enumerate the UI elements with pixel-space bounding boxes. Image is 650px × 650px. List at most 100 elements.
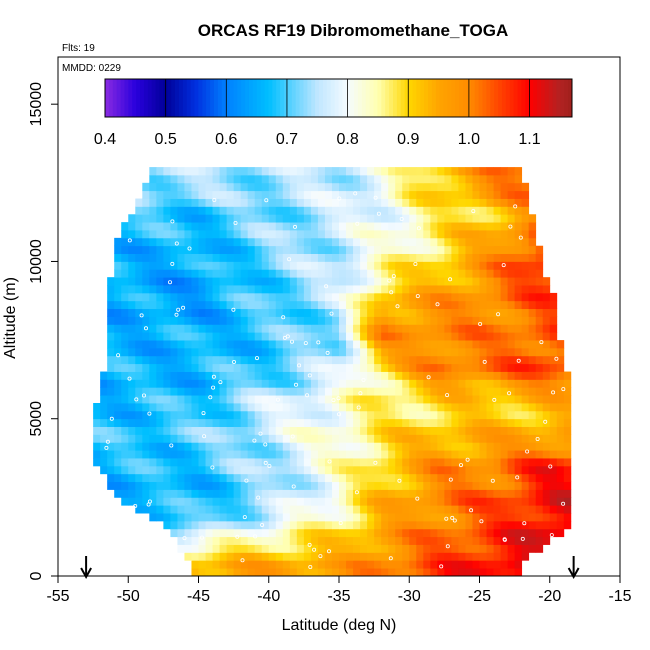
heatmap-cell <box>353 269 361 278</box>
heatmap-cell <box>212 182 220 192</box>
heatmap-cell <box>381 552 389 561</box>
heatmap-cell <box>444 347 452 357</box>
heatmap-cell <box>444 544 452 553</box>
heatmap-cell <box>451 387 459 396</box>
heatmap-cell <box>493 182 501 192</box>
heatmap-cell <box>212 489 220 498</box>
heatmap-cell <box>198 371 206 380</box>
heatmap-cell <box>409 403 417 412</box>
heatmap-cell <box>339 167 347 176</box>
heatmap-cell <box>226 214 235 223</box>
heatmap-cell <box>254 481 263 490</box>
heatmap-cell <box>472 253 480 262</box>
heatmap-cell <box>142 458 150 467</box>
heatmap-cell <box>240 544 249 553</box>
heatmap-cell <box>212 497 220 506</box>
heatmap-cell <box>156 458 164 467</box>
heatmap-cell <box>142 410 150 420</box>
heatmap-cell <box>128 418 136 427</box>
heatmap-cell <box>458 355 466 365</box>
heatmap-cell <box>514 489 523 498</box>
heatmap-cell <box>563 465 572 475</box>
heatmap-cell <box>324 395 333 404</box>
heatmap-cell <box>317 316 326 325</box>
heatmap-cell <box>282 442 291 451</box>
heatmap-cell <box>289 206 298 215</box>
heatmap-cell <box>430 347 438 357</box>
heatmap-cell <box>465 465 473 475</box>
heatmap-cell <box>472 395 480 404</box>
heatmap-cell <box>324 434 333 443</box>
heatmap-cell <box>142 182 150 192</box>
heatmap-cell <box>479 308 487 317</box>
heatmap-cell <box>198 458 206 467</box>
heatmap-cell <box>402 371 410 380</box>
heatmap-cell <box>563 505 572 514</box>
heatmap-cell <box>233 497 242 506</box>
heatmap-cell <box>493 426 501 435</box>
heatmap-cell <box>156 174 164 184</box>
heatmap-cell <box>156 269 164 278</box>
heatmap-cell <box>353 505 361 514</box>
heatmap-cell <box>458 174 466 184</box>
heatmap-cell <box>268 528 277 538</box>
heatmap-cell <box>198 403 206 412</box>
heatmap-cell <box>507 442 516 451</box>
heatmap-cell <box>521 403 530 412</box>
heatmap-cell <box>170 300 178 310</box>
heatmap-cell <box>212 536 220 545</box>
heatmap-cell <box>331 245 340 254</box>
heatmap-cell <box>205 403 213 412</box>
heatmap-cell <box>479 355 487 365</box>
heatmap-cell <box>303 269 312 278</box>
heatmap-cell <box>514 253 523 262</box>
heatmap-cell <box>507 458 516 467</box>
heatmap-cell <box>317 505 326 514</box>
heatmap-cell <box>317 340 326 349</box>
heatmap-cell <box>346 442 354 451</box>
heatmap-cell <box>353 174 361 184</box>
colorbar-segment <box>260 79 266 117</box>
heatmap-cell <box>423 520 431 530</box>
heatmap-cell <box>486 277 494 286</box>
heatmap-cell <box>542 292 551 302</box>
heatmap-cell <box>472 300 480 310</box>
heatmap-cell <box>402 285 410 294</box>
heatmap-cell <box>416 395 424 404</box>
heatmap-cell <box>240 403 249 412</box>
heatmap-cell <box>339 489 347 498</box>
heatmap-cell <box>310 253 319 262</box>
heatmap-cell <box>170 316 178 325</box>
heatmap-cell <box>240 379 249 388</box>
observation-point <box>416 226 421 231</box>
heatmap-cell <box>549 316 558 325</box>
colorbar-segment <box>241 79 246 117</box>
heatmap-cell <box>268 560 277 569</box>
heatmap-cell <box>205 269 213 278</box>
heatmap-cell <box>156 230 164 239</box>
heatmap-cell <box>458 167 466 176</box>
heatmap-cell <box>233 206 242 215</box>
observation-point <box>146 502 151 507</box>
heatmap-cell <box>563 403 572 412</box>
heatmap-cell <box>458 520 466 530</box>
heatmap-cell <box>205 190 213 199</box>
heatmap-cell <box>282 174 291 184</box>
heatmap-cell <box>549 403 558 412</box>
observation-point <box>201 411 206 416</box>
heatmap-cell <box>121 332 129 341</box>
heatmap-cell <box>177 395 185 404</box>
heatmap-cell <box>360 237 368 247</box>
heatmap-cell <box>444 568 452 577</box>
heatmap-cell <box>324 198 333 207</box>
heatmap-cell <box>360 222 368 231</box>
heatmap-cell <box>528 253 537 262</box>
heatmap-cell <box>240 332 249 341</box>
heatmap-cell <box>296 190 305 199</box>
heatmap-cell <box>219 269 227 278</box>
heatmap-cell <box>381 332 389 341</box>
observation-point <box>561 387 566 392</box>
heatmap-cell <box>388 206 396 215</box>
heatmap-cell <box>226 167 235 176</box>
heatmap-cell <box>367 473 375 483</box>
